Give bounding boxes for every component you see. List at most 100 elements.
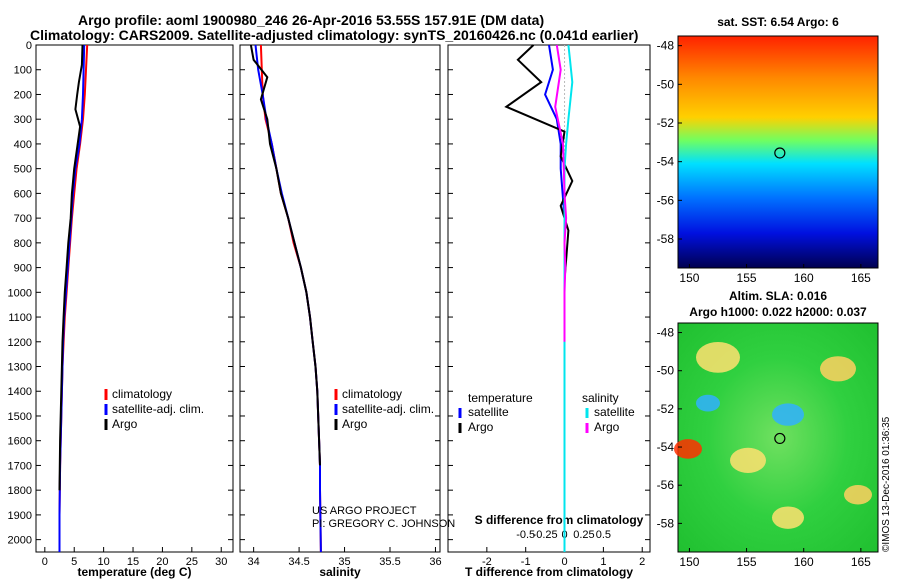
y-tick-label: 0 [26, 40, 32, 52]
map-y-tick-label: -56 [657, 193, 675, 207]
map-y-tick-label: -48 [657, 326, 675, 340]
map-x-tick-label: 150 [679, 555, 699, 569]
x-tick-label: 35.5 [379, 556, 400, 568]
x2-tick-label: -0.25 [533, 529, 558, 541]
map-x-tick-label: 165 [851, 555, 871, 569]
credit-line-2: PI: GREGORY C. JOHNSON [312, 518, 456, 530]
y-tick-label: 600 [14, 188, 32, 200]
legend-label: Argo [594, 420, 620, 434]
y-tick-label: 100 [14, 65, 32, 77]
y-tick-label: 700 [14, 213, 32, 225]
series-line-argo [249, 44, 321, 466]
y-tick-label: 1100 [8, 312, 32, 324]
x-tick-label: 30 [215, 556, 227, 568]
map-subtitle: Argo h1000: 0.022 h2000: 0.037 [689, 305, 867, 319]
y-tick-label: 1600 [8, 436, 32, 448]
legend-label: Argo [342, 417, 368, 431]
series-line-satellite [544, 44, 566, 552]
legend-title: temperature [468, 391, 533, 405]
x-tick-label: 5 [71, 556, 77, 568]
x-axis-label: salinity [319, 565, 361, 579]
legend-label: satellite-adj. clim. [342, 402, 434, 416]
y-tick-label: 500 [14, 164, 32, 176]
x-tick-label: 20 [156, 556, 168, 568]
map-title: Altim. SLA: 0.016 [729, 289, 827, 303]
map-x-tick-label: 155 [737, 271, 757, 285]
x2-tick-label: 0.25 [573, 529, 594, 541]
series-line-argo [504, 44, 574, 392]
map-y-tick-label: -56 [657, 478, 675, 492]
panel-1-frame [35, 44, 234, 553]
series-line-satellite [563, 44, 574, 552]
sla-anomaly-patch [844, 484, 872, 505]
argo-position-marker [774, 432, 786, 445]
sla-anomaly-patch [674, 439, 702, 459]
legend-label: satellite-adj. clim. [112, 402, 204, 416]
x2-tick-label: -0.5 [516, 529, 535, 541]
map-y-tick-label: -50 [657, 364, 675, 378]
sla-anomaly-patch [696, 341, 740, 373]
x-tick-label: 36 [429, 556, 441, 568]
title-line-2: Climatology: CARS2009. Satellite-adjuste… [30, 27, 639, 43]
map-y-tick-label: -58 [657, 516, 675, 530]
y-tick-label: 300 [14, 114, 32, 126]
y-tick-label: 1900 [8, 510, 32, 522]
sla-anomaly-patch [730, 447, 766, 473]
legend-title: salinity [582, 391, 619, 405]
series-line-argo [58, 44, 84, 491]
y-tick-label: 1800 [8, 485, 32, 497]
y-tick-label: 1000 [8, 287, 32, 299]
series-line-argo [554, 44, 568, 342]
y-tick-label: 1200 [8, 337, 32, 349]
map-x-tick-label: 150 [679, 271, 699, 285]
legend-label: satellite [594, 405, 635, 419]
y-tick-label: 1300 [8, 362, 32, 374]
legend-label: satellite [468, 405, 509, 419]
x2-tick-label: 0.5 [596, 529, 611, 541]
sla-anomaly-patch [772, 403, 804, 426]
x-tick-label: 15 [127, 556, 139, 568]
legend-label: climatology [112, 387, 172, 401]
map-y-tick-label: -52 [657, 116, 675, 130]
sst-map [677, 35, 879, 269]
map-y-tick-label: -52 [657, 402, 675, 416]
sla-anomaly-patch [696, 394, 720, 412]
timestamp-stamp: ©IMOS 13-Dec-2016 01:36:35 [881, 416, 892, 552]
x-tick-label: 25 [186, 556, 198, 568]
x-axis-label: temperature (deg C) [77, 565, 191, 579]
legend-label: climatology [342, 387, 402, 401]
x-tick-label: 10 [98, 556, 110, 568]
map-y-tick-label: -58 [657, 232, 675, 246]
x-tick-label: -1 [521, 556, 531, 568]
panel-2-frame [239, 44, 441, 553]
y-tick-label: 900 [14, 263, 32, 275]
y-tick-label: 1500 [8, 411, 32, 423]
y-tick-label: 800 [14, 238, 32, 250]
x-tick-label: 34 [248, 556, 260, 568]
x-tick-label: 0 [561, 556, 567, 568]
legend-label: Argo [112, 417, 138, 431]
map-x-tick-label: 160 [794, 271, 814, 285]
x-tick-label: 2 [639, 556, 645, 568]
sla-anomaly-patch [820, 356, 856, 382]
sla-anomaly-patch [772, 506, 804, 529]
x-tick-label: 34.5 [288, 556, 309, 568]
x2-axis-label: S difference from climatology [475, 513, 644, 527]
map-x-tick-label: 160 [794, 555, 814, 569]
map-x-tick-label: 165 [851, 271, 871, 285]
y-tick-label: 1700 [8, 460, 32, 472]
argo-position-marker [774, 147, 786, 159]
map-y-tick-label: -54 [657, 155, 675, 169]
x-axis-label: T difference from climatology [465, 565, 633, 579]
x-tick-label: -2 [482, 556, 492, 568]
panel-3-frame [447, 44, 651, 553]
x-tick-label: 0 [42, 556, 48, 568]
x-tick-label: 35 [338, 556, 350, 568]
credit-line-1: US ARGO PROJECT [312, 505, 417, 517]
series-line-climatology [259, 44, 322, 553]
map-y-tick-label: -54 [657, 440, 675, 454]
y-tick-label: 400 [14, 139, 32, 151]
title-line-1: Argo profile: aoml 1900980_246 26-Apr-20… [78, 12, 545, 28]
x-tick-label: 1 [600, 556, 606, 568]
